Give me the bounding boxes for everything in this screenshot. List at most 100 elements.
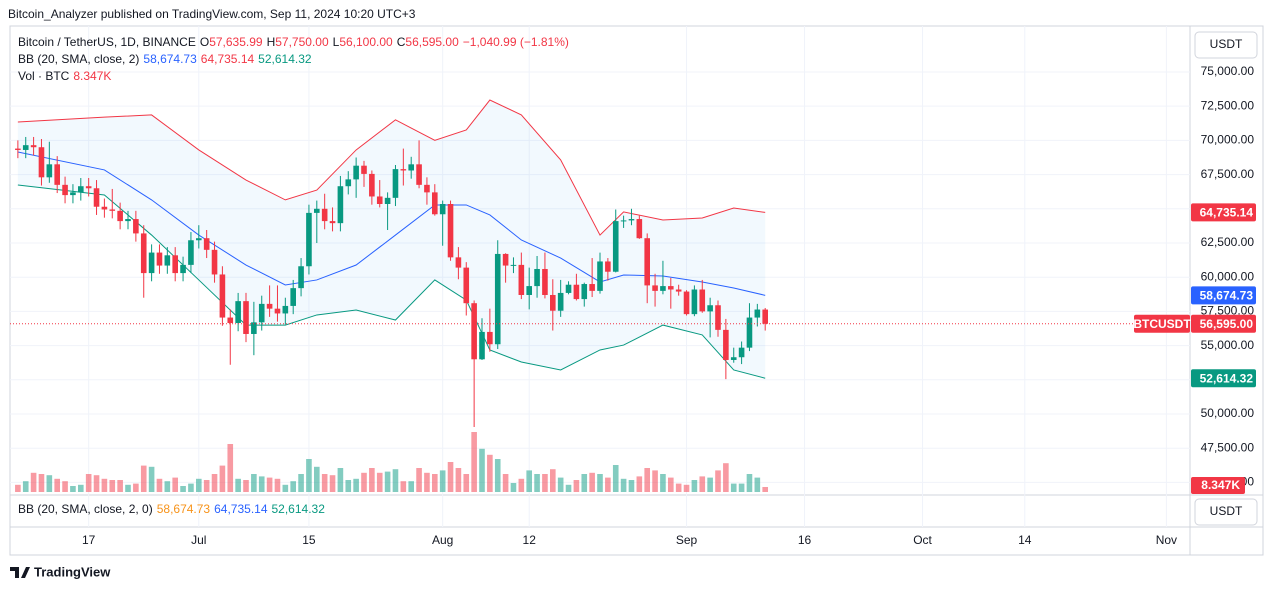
y-tick-label: 62,500.00 <box>1201 235 1255 249</box>
volume-bar <box>550 469 556 492</box>
axes: 45,000.0047,500.0050,000.0052,500.0055,0… <box>82 64 1256 547</box>
candle-body <box>447 203 454 258</box>
candle-body <box>762 309 768 324</box>
y-tick-label: 47,500.00 <box>1201 440 1255 454</box>
frame <box>9 25 1264 556</box>
x-tick-label: Oct <box>913 533 932 547</box>
volume-bar <box>487 454 493 492</box>
currency-label: USDT <box>1210 37 1243 51</box>
candle-body <box>227 317 234 324</box>
volume-bar <box>93 475 100 492</box>
candle-body <box>675 289 682 292</box>
volume-bar <box>479 448 485 492</box>
candle-body <box>93 188 100 207</box>
volume-bar <box>353 478 359 492</box>
volume-bar <box>762 486 768 492</box>
o-key: O <box>199 35 210 49</box>
candle-body <box>101 206 108 210</box>
volume-bar <box>172 477 178 492</box>
volume-bar <box>180 486 186 492</box>
candle-body <box>557 292 564 311</box>
x-tick-label: Sep <box>676 533 698 547</box>
candle-body <box>636 219 643 239</box>
volume-bar <box>620 478 627 492</box>
volume-bar <box>314 466 320 492</box>
grid <box>10 26 1190 527</box>
candle-body <box>117 210 123 222</box>
candle-body <box>196 238 202 241</box>
volume-bar <box>62 481 68 492</box>
volume-bar <box>345 480 352 492</box>
volume-bar <box>376 472 383 492</box>
volume-bar <box>691 480 698 492</box>
candle-body <box>188 240 194 265</box>
volume-bar <box>683 484 690 492</box>
currency-button[interactable] <box>1194 498 1258 526</box>
legend-row: BB (20, SMA, close, 2) 58,674.73 64,735.14… <box>18 52 316 66</box>
candle-body <box>620 220 627 222</box>
last-price-badge-label: 56,595.00 <box>1200 317 1254 331</box>
volume-bar <box>38 474 45 492</box>
y-tick-label: 67,500.00 <box>1201 167 1255 181</box>
candle-body <box>274 308 281 314</box>
x-tick-label: Jul <box>191 533 206 547</box>
candle-body <box>266 303 273 309</box>
candle-body <box>699 289 706 312</box>
candle-body <box>550 294 556 311</box>
bb-middle-badge <box>1191 286 1256 305</box>
volume-bar <box>455 468 462 492</box>
candle-body <box>369 173 375 197</box>
volume-bar <box>203 480 210 492</box>
candle-body <box>156 252 163 266</box>
volume-bar <box>699 476 706 492</box>
volume-bar <box>432 474 438 492</box>
candle-body <box>172 255 178 274</box>
currency-button[interactable] <box>1194 31 1258 59</box>
candle-body <box>494 253 501 345</box>
bb-middle-badge-label: 58,674.73 <box>1200 289 1254 303</box>
candle-body <box>683 291 690 315</box>
volume-bar <box>337 468 344 492</box>
volume-bar <box>156 478 163 492</box>
volume-bar <box>188 483 194 492</box>
candle-body <box>15 148 21 150</box>
candle-body <box>754 309 761 318</box>
volume-bar <box>15 484 21 492</box>
y-tick-label: 60,000.00 <box>1201 269 1255 283</box>
bb-title: BB (20, SMA, close, 2) <box>18 52 140 66</box>
bb-fill <box>17 100 766 379</box>
candle-body <box>258 303 265 323</box>
candle-body <box>54 164 60 185</box>
candle-body <box>707 305 713 312</box>
volume-badge <box>1191 477 1245 494</box>
candle-body <box>109 209 116 211</box>
y-tick-label: 72,500.00 <box>1201 98 1255 112</box>
vol-value: 8.347K <box>73 69 112 83</box>
l-value: 56,100.00 <box>339 35 393 49</box>
candle-body <box>30 145 37 148</box>
candle-body <box>361 165 367 174</box>
candle-body <box>46 164 53 178</box>
bb-middle: 58,674.73 <box>156 502 211 516</box>
volume-bar <box>227 444 234 492</box>
volume-bar <box>447 462 454 492</box>
candle-body <box>337 186 344 224</box>
vol-title: Vol · BTC <box>18 69 70 83</box>
volume-bar <box>746 474 753 492</box>
volume-bar <box>196 478 202 492</box>
candle-body <box>526 286 532 295</box>
volume-bar <box>369 468 375 492</box>
volume-bar <box>416 468 422 492</box>
header: Bitcoin_Analyzer published on TradingVie… <box>8 7 416 21</box>
volume-bar <box>329 475 336 492</box>
candle-body <box>652 285 658 291</box>
candle-body <box>589 284 595 291</box>
candle-body <box>408 164 414 171</box>
volume-bar <box>628 480 635 492</box>
volume-bar <box>211 474 218 492</box>
volume-bar <box>581 474 588 492</box>
o-value: 57,635.99 <box>209 35 263 49</box>
h-key: H <box>266 35 276 49</box>
candle-body <box>644 238 650 286</box>
